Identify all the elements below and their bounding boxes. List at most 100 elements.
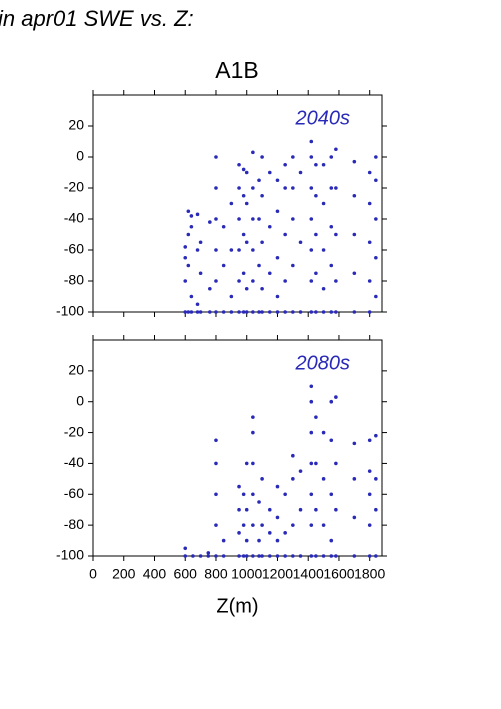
point <box>237 531 241 535</box>
point <box>260 523 264 527</box>
x-tick-label: 0 <box>89 566 97 582</box>
point <box>221 224 226 229</box>
point <box>186 310 191 314</box>
point <box>237 484 241 489</box>
point <box>334 147 338 152</box>
point <box>321 554 326 558</box>
point <box>291 186 295 190</box>
point <box>251 492 255 497</box>
point <box>321 430 326 435</box>
point <box>244 240 249 245</box>
point <box>283 492 287 497</box>
x-tick-label: 1200 <box>262 566 293 582</box>
point <box>291 523 295 527</box>
point <box>241 193 246 198</box>
point <box>251 217 255 221</box>
point <box>275 538 280 543</box>
point <box>283 186 287 190</box>
point <box>241 232 246 237</box>
point <box>367 240 372 245</box>
point <box>229 248 234 252</box>
point <box>244 201 249 206</box>
point <box>214 461 218 466</box>
point <box>237 217 241 221</box>
point <box>183 245 188 249</box>
point <box>275 294 280 299</box>
point <box>367 523 372 527</box>
point <box>309 217 314 221</box>
x-tick-label: 400 <box>143 566 167 582</box>
point <box>251 554 255 558</box>
point <box>329 186 334 190</box>
point <box>321 523 326 527</box>
point <box>309 139 314 144</box>
point <box>275 515 280 520</box>
point <box>214 186 218 190</box>
point <box>367 170 372 175</box>
point <box>329 492 334 497</box>
point <box>283 310 287 314</box>
x-tick-label: 600 <box>174 566 198 582</box>
point <box>237 554 241 558</box>
point <box>221 310 226 314</box>
point <box>291 453 295 458</box>
y-tick-label: -80 <box>64 516 84 532</box>
point <box>244 507 249 512</box>
point <box>260 310 264 314</box>
point <box>329 224 334 229</box>
point <box>267 554 272 558</box>
point <box>352 193 357 198</box>
point <box>251 150 255 155</box>
point <box>352 441 357 446</box>
point <box>334 310 338 314</box>
point <box>183 279 188 283</box>
point <box>314 310 318 314</box>
point <box>329 554 334 558</box>
point <box>329 399 334 404</box>
point <box>314 232 318 237</box>
point <box>298 170 303 175</box>
x-tick-label: 200 <box>112 566 136 582</box>
point <box>241 310 246 314</box>
point <box>183 310 188 314</box>
x-tick-label: 1600 <box>323 566 354 582</box>
point <box>275 310 280 314</box>
point <box>321 310 326 314</box>
point <box>283 162 287 167</box>
point <box>374 155 378 159</box>
point <box>257 263 261 268</box>
point <box>221 538 226 543</box>
point <box>237 162 241 167</box>
point <box>260 240 264 245</box>
point <box>257 178 261 183</box>
point <box>367 554 372 558</box>
point <box>374 294 378 299</box>
point <box>298 554 303 558</box>
panel-label: 2080s <box>295 352 351 374</box>
point <box>241 523 246 527</box>
point <box>208 286 212 291</box>
point <box>367 438 372 443</box>
point <box>251 415 255 419</box>
y-tick-label: -100 <box>56 303 84 319</box>
point <box>241 167 246 172</box>
point <box>367 279 372 283</box>
point <box>275 255 280 260</box>
point <box>291 310 295 314</box>
point <box>186 232 191 237</box>
point <box>229 201 234 206</box>
point <box>251 186 255 190</box>
point <box>198 240 203 245</box>
y-tick-label: -60 <box>64 241 84 257</box>
point <box>183 546 188 551</box>
point <box>251 279 255 283</box>
point <box>309 310 314 314</box>
point <box>214 523 218 527</box>
point <box>352 232 357 237</box>
point <box>251 310 255 314</box>
point <box>309 279 314 283</box>
point <box>251 430 255 435</box>
point <box>291 477 295 481</box>
point <box>334 395 338 399</box>
point <box>214 554 218 558</box>
